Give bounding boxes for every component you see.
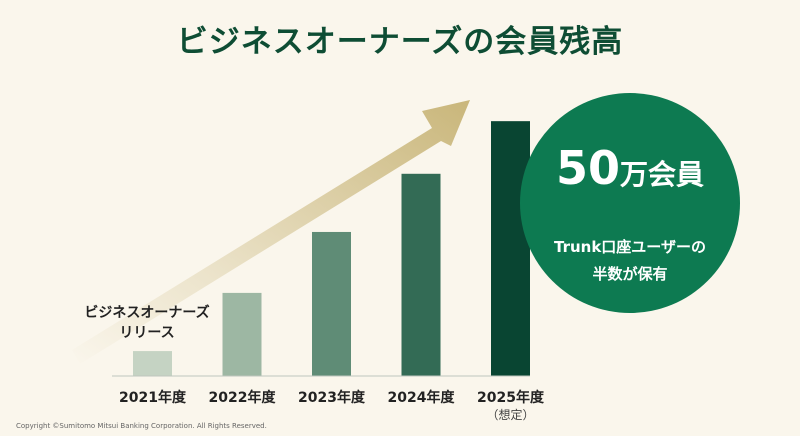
- x-tick-label: 2021年度: [119, 389, 187, 406]
- page-title: ビジネスオーナーズの会員残高: [176, 24, 624, 60]
- x-tick-label: 2023年度: [298, 389, 366, 406]
- highlight-subtext-line2: 半数が保有: [592, 265, 668, 283]
- release-annotation-line1: ビジネスオーナーズ: [84, 305, 210, 321]
- release-annotation-line2: リリース: [119, 325, 175, 341]
- highlight-subtext-line1: Trunk口座ユーザーの: [553, 238, 706, 256]
- member-count: 50万会員: [520, 141, 740, 195]
- x-tick-label: 2022年度: [209, 389, 277, 406]
- highlight-circle: 50万会員 Trunk口座ユーザーの 半数が保有: [520, 93, 740, 313]
- x-tick-note: （想定）: [486, 407, 534, 422]
- release-annotation: ビジネスオーナーズ リリース: [72, 303, 222, 343]
- member-count-unit: 万会員: [620, 158, 705, 191]
- bar-5: [491, 121, 530, 376]
- highlight-subtext: Trunk口座ユーザーの 半数が保有: [520, 234, 740, 288]
- bar-3: [312, 231, 351, 376]
- bar-1: [133, 351, 172, 376]
- copyright: Copyright ©Sumitomo Mitsui Banking Corpo…: [16, 422, 267, 430]
- bar-2: [222, 292, 262, 376]
- bar-4: [401, 173, 441, 376]
- x-tick-label: 2025年度: [477, 389, 545, 406]
- member-count-number: 50: [555, 141, 620, 195]
- x-tick-label: 2024年度: [388, 389, 456, 406]
- growth-arrow: [72, 100, 470, 364]
